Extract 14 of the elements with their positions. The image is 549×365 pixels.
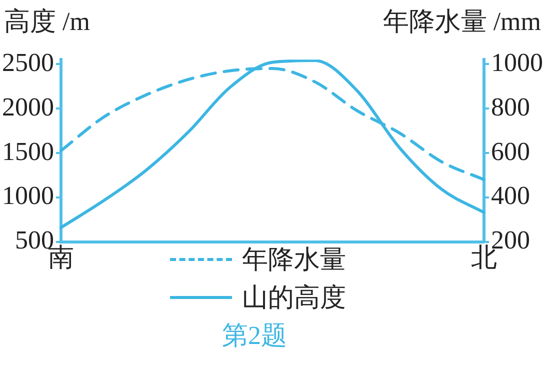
y2-tick-label: 1000 [491,48,543,77]
y-tick-label: 1000 [2,181,54,210]
y-tick-label: 1500 [2,136,54,166]
y2-tick-label: 600 [491,136,530,166]
y2-tick-label: 800 [491,92,530,122]
y-tick-label: 2500 [2,48,54,77]
legend-label: 年降水量 [242,244,346,276]
line-series [60,60,486,230]
text: 第2题 [221,320,288,352]
y2-axis-title: 年降水量 /mm [382,6,541,38]
y-axis-title: 高度 /m [4,6,90,38]
y2-tick-label: 400 [491,181,530,210]
legend-label: 山的高度 [242,282,346,314]
y-tick-label: 2000 [2,92,54,122]
